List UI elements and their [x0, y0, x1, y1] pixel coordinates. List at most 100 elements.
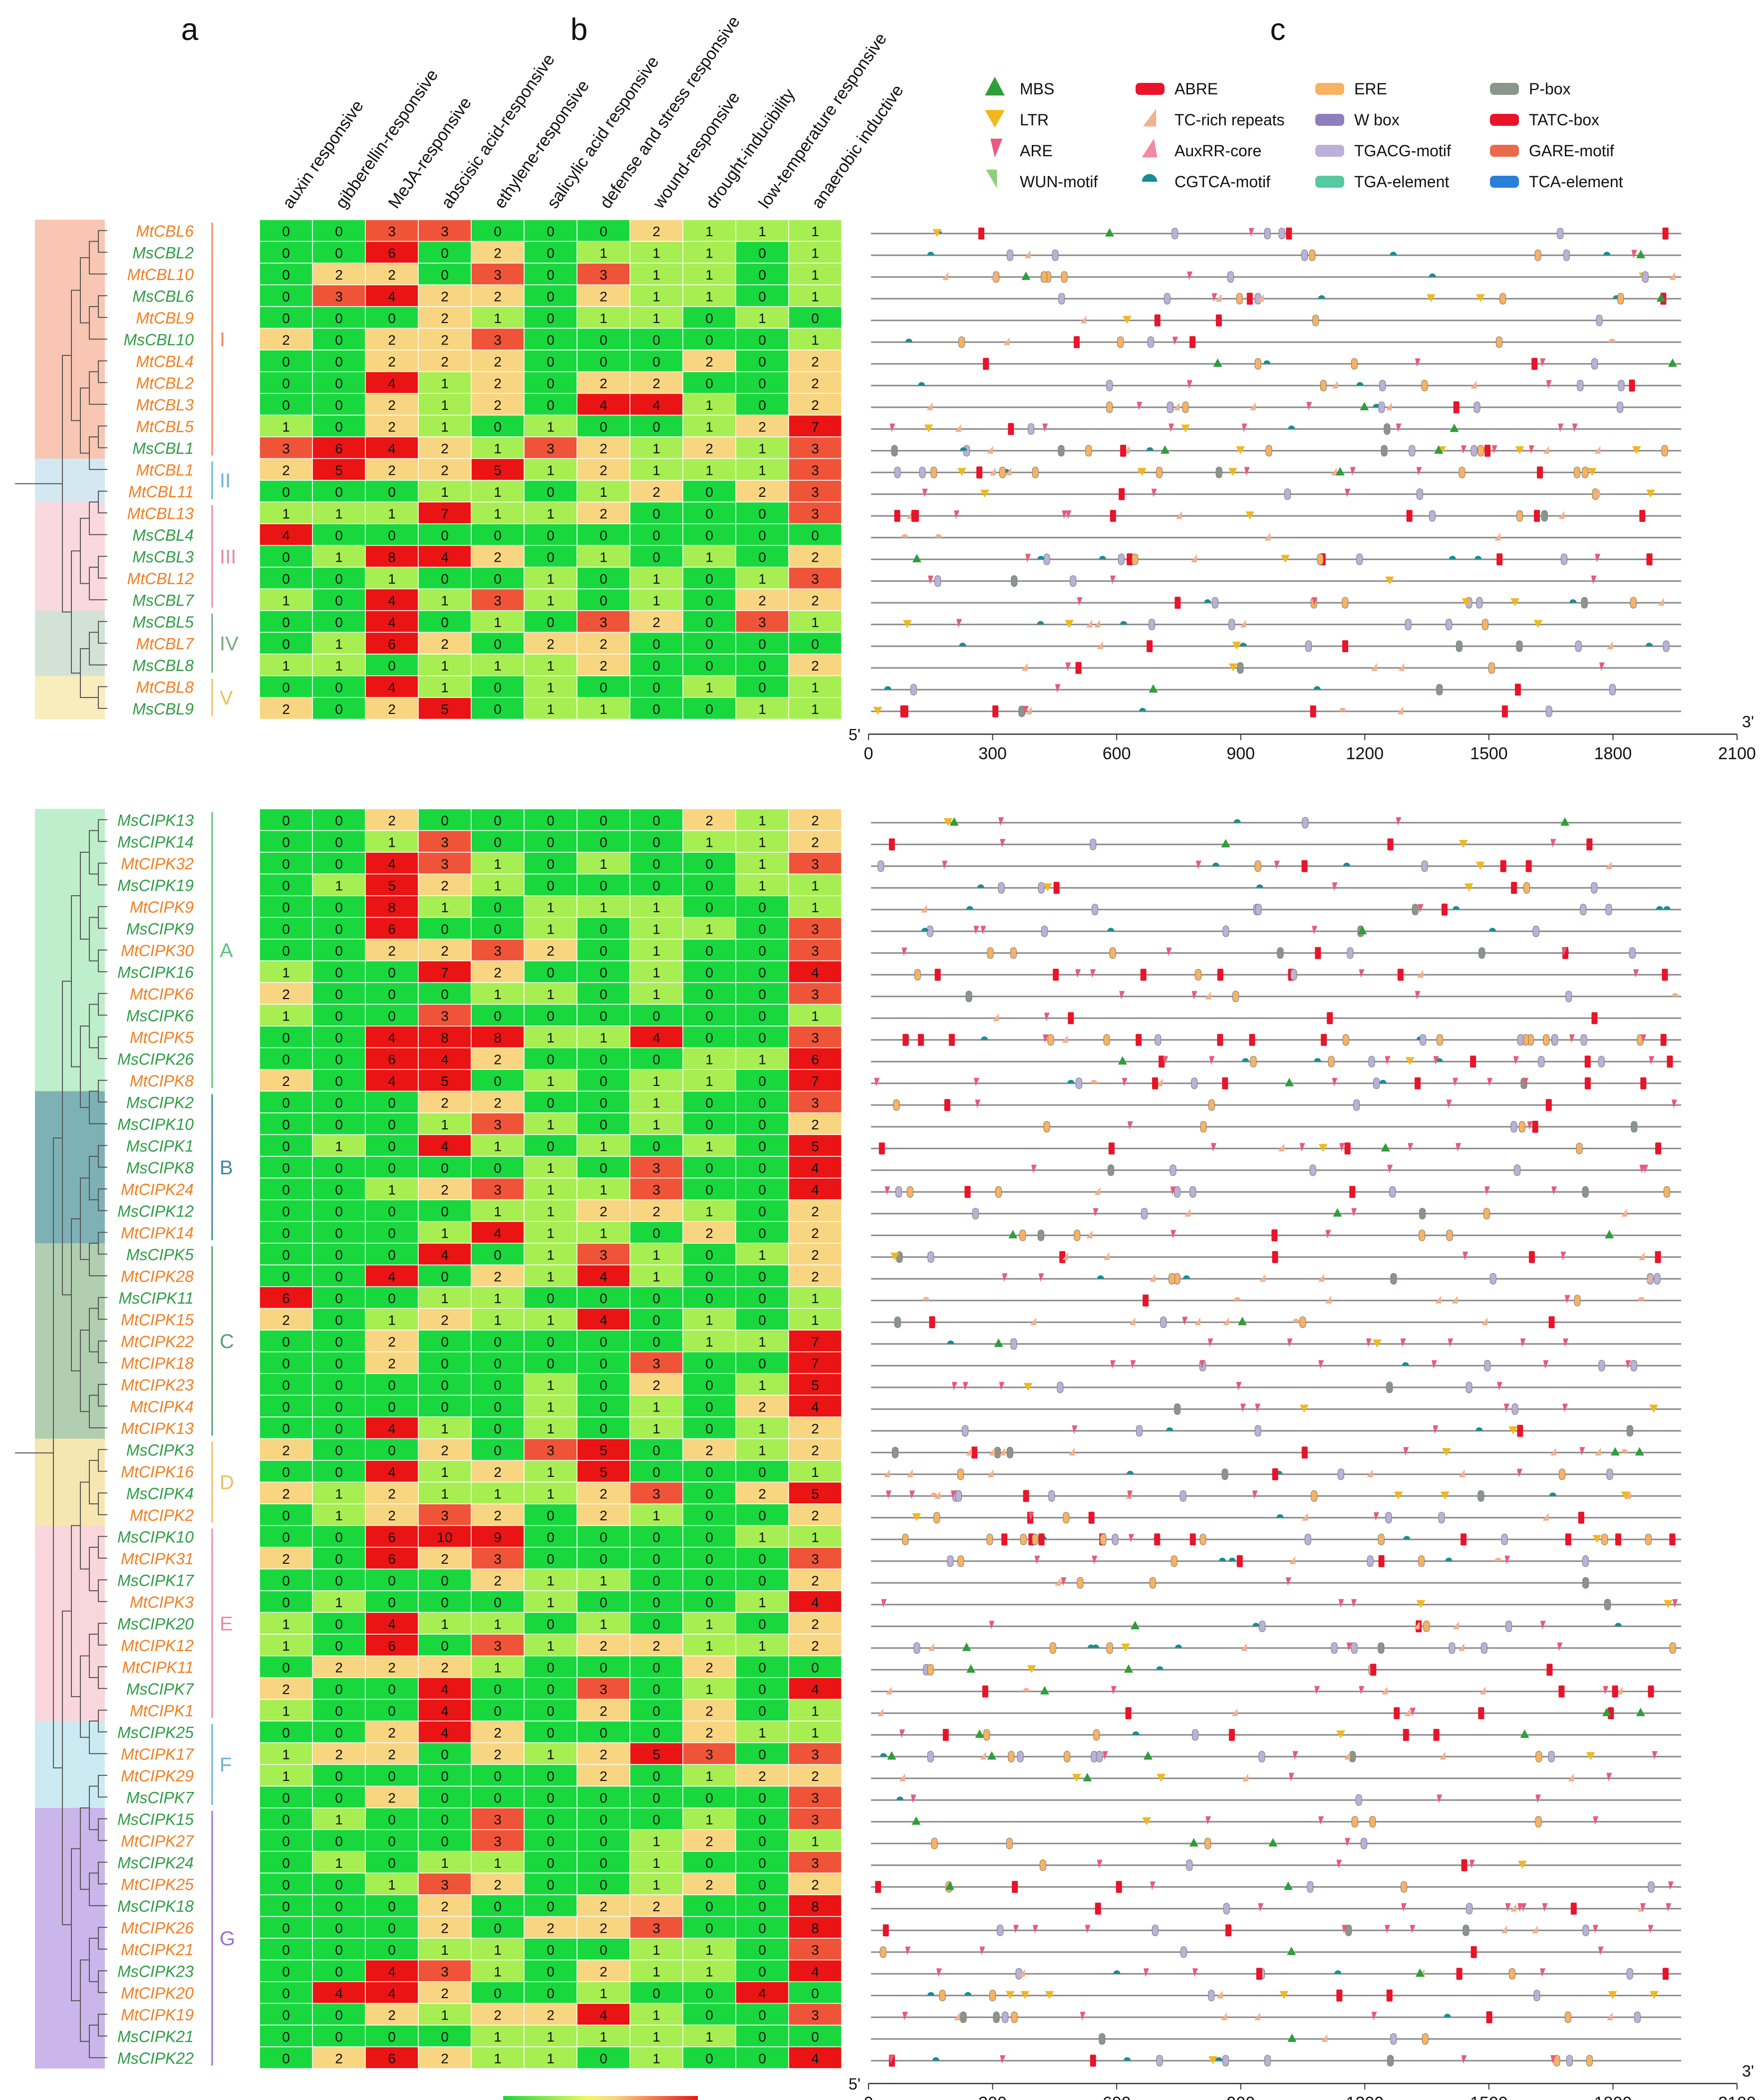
heat-cell — [259, 939, 313, 962]
heat-value: 1 — [494, 506, 502, 521]
heat-value: 0 — [282, 1660, 290, 1675]
heat-value: 0 — [811, 311, 819, 326]
motif-mark — [1120, 444, 1127, 457]
element-type-headers: auxin responsivegibberellin-responsiveMe… — [279, 12, 907, 212]
heat-value: 0 — [758, 1138, 766, 1154]
motif-mark — [1272, 1468, 1278, 1480]
heat-value: 1 — [441, 1855, 449, 1871]
motif-mark — [1137, 401, 1143, 410]
motif-mark — [1517, 1034, 1524, 1046]
motif-mark — [979, 1946, 985, 1955]
motif-mark — [1397, 969, 1404, 981]
heat-cell — [312, 284, 366, 307]
heat-value: 8 — [441, 1030, 449, 1046]
motif-mark — [927, 1251, 934, 1263]
heat-cell — [735, 632, 789, 655]
heat-value: 0 — [705, 856, 713, 872]
heat-value: 5 — [811, 1378, 819, 1393]
heat-value: 2 — [599, 441, 607, 456]
motif-mark — [1384, 423, 1391, 435]
heat-value: 0 — [388, 1095, 396, 1110]
motif-mark — [1070, 575, 1077, 587]
legend-swatch — [1490, 83, 1519, 95]
motif-mark — [1117, 336, 1124, 348]
motif-mark — [1311, 1490, 1318, 1502]
heat-cell — [259, 1026, 313, 1049]
heat-value: 3 — [441, 1008, 449, 1024]
motif-mark — [1236, 293, 1243, 305]
heat-value: 1 — [652, 965, 660, 980]
heat-value: 2 — [811, 1573, 819, 1588]
heat-cell — [788, 371, 842, 394]
heat-value: 2 — [388, 2007, 396, 2023]
heat-value: 1 — [441, 1464, 449, 1480]
axis-tick-label: 300 — [978, 2094, 1007, 2100]
heat-value: 0 — [335, 987, 343, 1002]
motif-mark — [1538, 1055, 1545, 1067]
heat-value: 4 — [599, 397, 607, 413]
motif-mark — [1068, 1012, 1074, 1025]
motif-mark — [1439, 1751, 1446, 1760]
gene-label: MtCIPK23 — [121, 1376, 194, 1394]
heat-value: 0 — [388, 1573, 396, 1588]
heat-value: 1 — [441, 658, 449, 674]
motif-mark — [1301, 1446, 1308, 1459]
motif-mark — [1112, 1533, 1119, 1545]
heat-value: 2 — [441, 878, 449, 893]
heat-value: 0 — [335, 571, 343, 587]
heat-cell — [735, 1090, 789, 1113]
heat-value: 0 — [441, 987, 449, 1002]
motif-mark — [1449, 1642, 1456, 1654]
motif-mark — [1381, 1686, 1388, 1695]
heat-value: 0 — [758, 1703, 766, 1719]
gene-label: MsCBL3 — [132, 548, 194, 566]
group-label: A — [220, 940, 233, 962]
motif-mark — [962, 1425, 969, 1437]
motif-mark — [951, 1382, 957, 1391]
motif-mark — [1662, 969, 1668, 981]
heat-value: 0 — [652, 1312, 660, 1328]
motif-mark — [1446, 1229, 1453, 1241]
heat-value: 0 — [652, 1703, 660, 1719]
heat-value: 2 — [599, 1703, 607, 1719]
gene-label: MsCIPK15 — [117, 1810, 194, 1828]
heat-value: 0 — [758, 1464, 766, 1480]
heat-value: 0 — [335, 1312, 343, 1328]
heat-value: 1 — [705, 1942, 713, 1958]
motif-mark — [1010, 1338, 1017, 1350]
motif-mark — [1339, 1143, 1345, 1152]
heat-cell — [682, 480, 736, 503]
heat-value: 2 — [758, 1768, 766, 1784]
heat-cell — [418, 675, 472, 698]
motif-mark — [1012, 1881, 1018, 1893]
heat-value: 0 — [441, 571, 449, 587]
heat-value: 1 — [652, 593, 660, 608]
motif-mark — [1232, 991, 1239, 1003]
heat-value: 0 — [547, 1768, 555, 1784]
legend-swatch — [985, 110, 1005, 128]
heat-value: 2 — [388, 1747, 396, 1762]
heat-value: 0 — [335, 1464, 343, 1480]
motif-mark — [1044, 1013, 1050, 1022]
heat-value: 0 — [758, 987, 766, 1002]
motif-mark — [1167, 401, 1174, 413]
heat-value: 0 — [282, 615, 290, 630]
motif-mark — [981, 1036, 988, 1040]
heat-value: 1 — [335, 658, 343, 674]
heat-value: 2 — [335, 1660, 343, 1675]
heat-value: 0 — [282, 1399, 290, 1414]
heat-cell — [365, 808, 419, 831]
heat-value: 0 — [441, 1768, 449, 1784]
heat-value: 0 — [388, 1942, 396, 1958]
legend-label: ARE — [1020, 142, 1053, 160]
motif-mark — [1658, 598, 1664, 606]
heat-value: 0 — [282, 1464, 290, 1480]
heat-value: 0 — [494, 1768, 502, 1784]
motif-mark — [874, 1077, 880, 1086]
motif-mark — [1569, 599, 1577, 603]
heat-value: 0 — [599, 1790, 607, 1805]
heat-value: 2 — [494, 1747, 502, 1762]
heat-value: 0 — [388, 1703, 396, 1719]
motif-mark — [1302, 1512, 1308, 1521]
heat-cell — [471, 501, 525, 524]
